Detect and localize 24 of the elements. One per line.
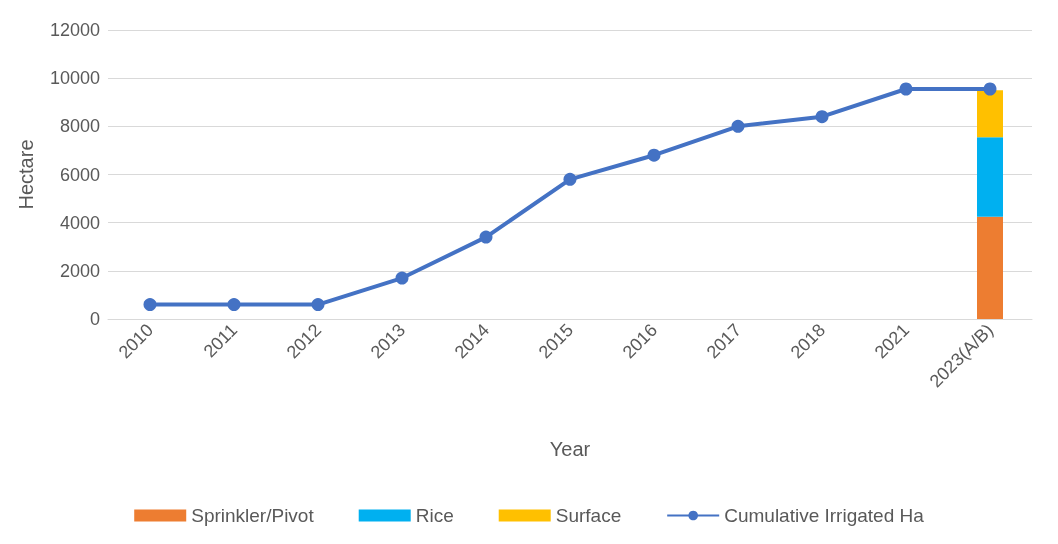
point	[143, 298, 157, 312]
point	[479, 230, 493, 244]
point	[899, 82, 913, 96]
legend-label: Surface	[555, 505, 622, 526]
y-tick-label: 6000	[59, 164, 100, 185]
point	[983, 82, 997, 96]
y-tick-label: 12000	[49, 20, 100, 40]
y-tick-label: 4000	[59, 212, 100, 233]
y-tick-label: 8000	[59, 116, 100, 137]
y-tick-label: 10000	[49, 68, 100, 89]
point	[395, 271, 409, 285]
x-axis-title: Year	[549, 438, 591, 460]
legend-label: Sprinkler/Pivot	[191, 505, 315, 526]
point	[563, 172, 577, 186]
point	[647, 148, 661, 162]
y-axis-title: Hectare	[15, 139, 37, 210]
point	[311, 298, 325, 312]
legend-label: Cumulative Irrigated Ha	[724, 505, 925, 526]
y-tick-label: 0	[89, 309, 100, 329]
point	[731, 119, 745, 133]
legend-label: Rice	[415, 505, 454, 526]
point	[227, 298, 241, 312]
y-tick-label: 2000	[59, 260, 100, 281]
point	[815, 110, 829, 124]
